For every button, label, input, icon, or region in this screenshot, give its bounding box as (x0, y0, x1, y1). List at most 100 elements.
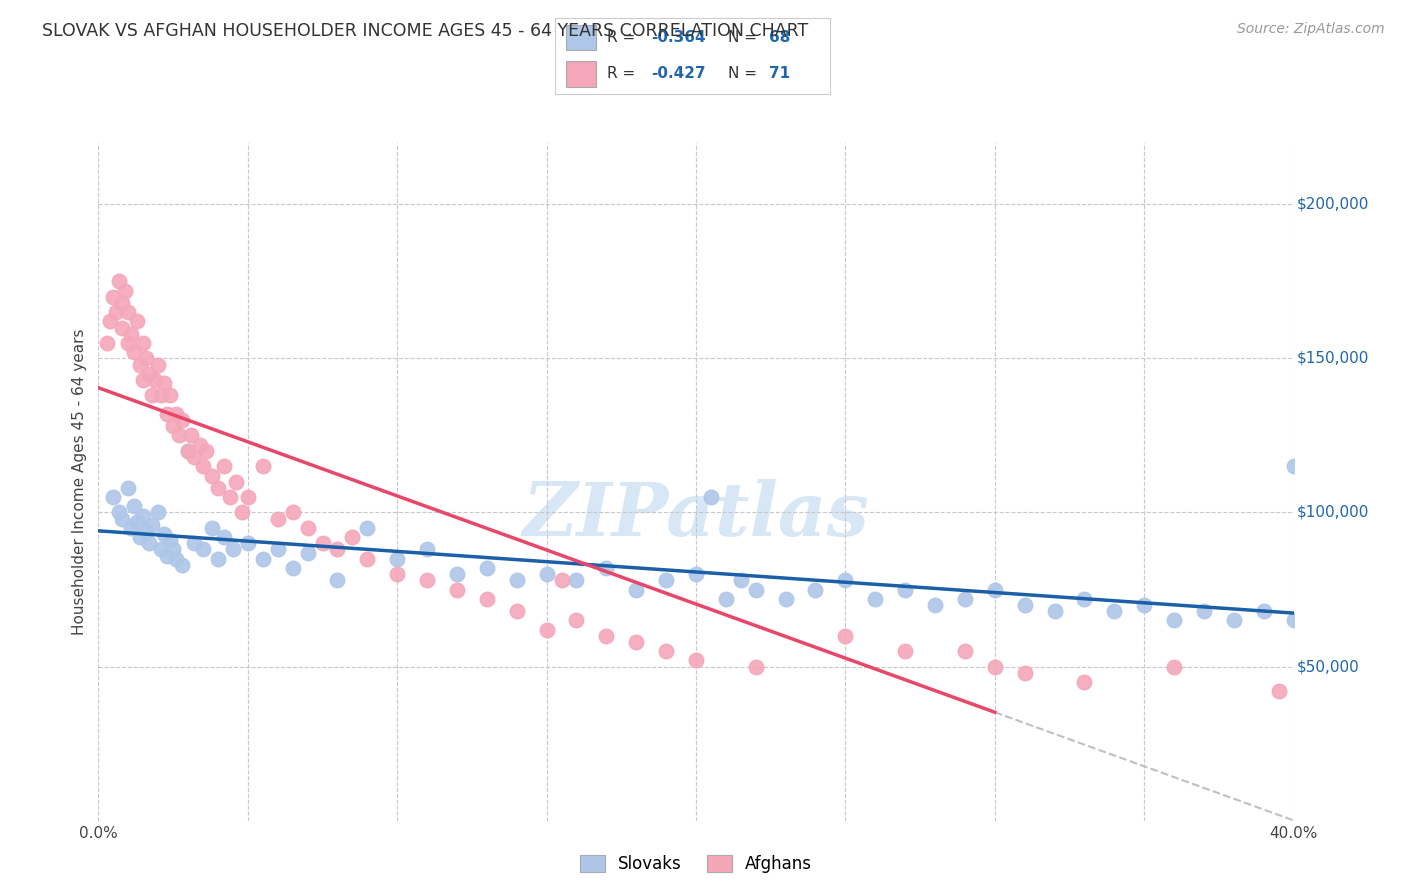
Point (219, 490, 242, 504)
Point (105, 305, 128, 319)
Point (550, 574, 572, 588)
Point (194, 443, 218, 458)
Point (1014, 665, 1036, 680)
Point (1267, 684, 1289, 698)
Point (1104, 604, 1126, 618)
Point (475, 561, 498, 575)
Point (267, 511, 290, 525)
Point (159, 533, 181, 548)
Point (446, 582, 468, 597)
Text: 71: 71 (769, 66, 790, 81)
Point (267, 542, 290, 557)
Point (156, 407, 179, 421)
Point (536, 623, 558, 637)
Text: R =: R = (607, 66, 636, 81)
Point (894, 644, 917, 658)
Text: N =: N = (728, 30, 756, 45)
Point (111, 320, 134, 334)
Point (834, 574, 856, 588)
Point (745, 582, 768, 597)
Point (111, 511, 134, 525)
Point (1073, 591, 1095, 606)
Point (108, 274, 131, 288)
Point (138, 367, 160, 381)
Point (281, 506, 304, 520)
Point (127, 314, 149, 328)
Point (730, 574, 752, 588)
Point (117, 336, 139, 351)
Point (1133, 598, 1156, 612)
Point (165, 551, 187, 566)
Point (103, 290, 125, 304)
Point (536, 567, 558, 582)
Point (165, 407, 187, 421)
Point (983, 582, 1005, 597)
Point (236, 490, 259, 504)
Point (191, 459, 214, 474)
Point (252, 551, 274, 566)
FancyBboxPatch shape (567, 61, 596, 87)
Point (111, 296, 134, 310)
Point (162, 542, 184, 557)
Point (201, 521, 224, 535)
Point (135, 524, 157, 538)
Point (120, 521, 142, 535)
Text: $150,000: $150,000 (1296, 351, 1369, 366)
Point (225, 475, 247, 489)
Point (141, 388, 163, 402)
Point (150, 542, 173, 557)
Point (894, 582, 917, 597)
Point (356, 551, 378, 566)
Point (1192, 604, 1215, 618)
Point (148, 506, 170, 520)
Text: -0.427: -0.427 (651, 66, 706, 81)
Point (506, 604, 529, 618)
Point (624, 582, 647, 597)
Point (745, 659, 768, 673)
Text: Source: ZipAtlas.com: Source: ZipAtlas.com (1237, 22, 1385, 37)
Point (1282, 459, 1305, 474)
Point (775, 591, 797, 606)
Point (103, 490, 125, 504)
Point (506, 574, 529, 588)
Point (135, 351, 157, 366)
Point (212, 530, 235, 544)
Point (595, 629, 617, 643)
Point (188, 438, 211, 452)
Point (138, 536, 160, 550)
Text: $100,000: $100,000 (1296, 505, 1369, 520)
Point (124, 345, 146, 359)
Point (281, 561, 304, 575)
Point (297, 521, 319, 535)
Point (624, 635, 647, 649)
Point (153, 376, 176, 390)
Point (201, 468, 224, 483)
Point (416, 542, 439, 557)
Point (685, 567, 707, 582)
Point (124, 500, 146, 514)
Point (191, 542, 214, 557)
Text: SLOVAK VS AFGHAN HOUSEHOLDER INCOME AGES 45 - 64 YEARS CORRELATION CHART: SLOVAK VS AFGHAN HOUSEHOLDER INCOME AGES… (42, 22, 808, 40)
Point (150, 388, 173, 402)
Point (129, 530, 152, 544)
Text: R =: R = (607, 30, 636, 45)
Point (565, 574, 588, 588)
Y-axis label: Householder Income Ages 45 - 64 years: Householder Income Ages 45 - 64 years (72, 328, 87, 635)
Point (475, 591, 498, 606)
Point (183, 536, 205, 550)
Point (148, 358, 170, 372)
Point (231, 506, 253, 520)
Point (446, 567, 468, 582)
Point (416, 574, 439, 588)
Point (252, 459, 274, 474)
Point (141, 517, 163, 532)
Point (953, 591, 976, 606)
Point (685, 653, 707, 667)
Point (167, 428, 190, 442)
Point (804, 582, 827, 597)
Point (1163, 613, 1185, 627)
Point (865, 591, 887, 606)
Text: $200,000: $200,000 (1296, 197, 1369, 211)
Point (1253, 604, 1275, 618)
Point (127, 515, 149, 529)
